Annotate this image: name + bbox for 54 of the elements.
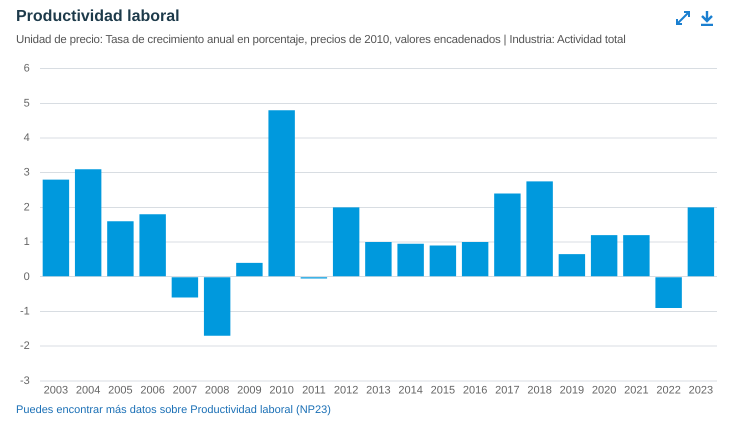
x-tick-label: 2011 bbox=[302, 384, 326, 396]
x-tick-label: 2010 bbox=[269, 384, 294, 396]
chart-subtitle: Unidad de precio: Tasa de crecimiento anual en porcentaje, precios de 2010, valores encadenados | Industria: Actividad total bbox=[16, 34, 626, 46]
x-tick-label: 2012 bbox=[334, 384, 358, 396]
y-tick-label: -2 bbox=[20, 340, 30, 352]
bar bbox=[494, 193, 521, 276]
y-tick-label: 2 bbox=[24, 201, 30, 214]
bar bbox=[623, 235, 650, 276]
bar bbox=[397, 244, 424, 276]
y-tick-label: 3 bbox=[24, 166, 30, 179]
bar bbox=[236, 262, 263, 276]
x-tick-label: 2006 bbox=[140, 384, 165, 396]
bar bbox=[74, 169, 102, 276]
x-tick-label: 2003 bbox=[44, 384, 68, 396]
x-tick-label: 2017 bbox=[495, 384, 520, 396]
x-tick-label: 2015 bbox=[430, 384, 456, 396]
x-tick-label: 2022 bbox=[656, 384, 681, 396]
bar bbox=[107, 221, 134, 276]
y-tick-label: 1 bbox=[24, 236, 30, 248]
bar bbox=[172, 277, 198, 298]
bar bbox=[430, 246, 456, 276]
bar bbox=[268, 110, 295, 276]
y-tick-label: 4 bbox=[24, 132, 30, 144]
bar bbox=[42, 180, 70, 276]
y-tick-label: -3 bbox=[20, 374, 30, 387]
y-tick-label: 5 bbox=[24, 97, 30, 110]
bar bbox=[462, 242, 488, 276]
bar bbox=[332, 207, 360, 276]
x-tick-label: 2018 bbox=[527, 384, 552, 396]
x-tick-label: 2005 bbox=[108, 384, 133, 396]
x-tick-label: 2019 bbox=[560, 384, 584, 396]
x-tick-label: 2016 bbox=[462, 384, 488, 396]
chart-title: Productividad laboral bbox=[16, 8, 180, 26]
x-tick-label: 2021 bbox=[624, 384, 649, 396]
bar bbox=[204, 277, 230, 336]
bar bbox=[526, 181, 553, 276]
x-tick-label: 2008 bbox=[204, 384, 230, 396]
bar bbox=[139, 214, 166, 276]
text: Puedes encontrar más datos sobre Productividad laboral (NP23) bbox=[16, 404, 331, 416]
bar bbox=[590, 235, 618, 276]
x-tick-label: 2009 bbox=[237, 384, 262, 396]
x-tick-label: 2013 bbox=[366, 384, 391, 396]
bar bbox=[365, 242, 392, 276]
x-tick-label: 2004 bbox=[76, 384, 100, 396]
bar bbox=[558, 254, 586, 276]
y-tick-label: 0 bbox=[24, 270, 30, 283]
bar bbox=[655, 277, 682, 308]
y-tick-label: 6 bbox=[24, 62, 30, 75]
x-tick-label: 2007 bbox=[172, 384, 198, 396]
x-tick-label: 2023 bbox=[688, 384, 714, 396]
y-tick-label: -1 bbox=[20, 305, 30, 318]
x-tick-label: 2014 bbox=[398, 384, 423, 396]
x-tick-label: 2020 bbox=[592, 384, 616, 396]
bar bbox=[688, 207, 714, 276]
